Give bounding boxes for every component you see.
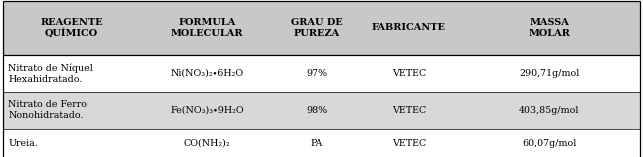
Text: GRAU DE
PUREZA: GRAU DE PUREZA [291,18,343,38]
Bar [3,55,140,92]
Text: Nitrato de Níquel
Hexahidratado.: Nitrato de Níquel Hexahidratado. [8,63,93,84]
Bar [140,55,274,92]
Bar [274,55,359,92]
Bar [274,1,359,55]
Text: 97%: 97% [306,69,327,78]
Text: 290,71g/mol: 290,71g/mol [519,69,579,78]
Text: VETEC: VETEC [392,106,426,115]
Bar [359,55,458,92]
Bar [458,1,640,55]
Text: VETEC: VETEC [392,139,426,148]
Text: FORMULA
MOLECULAR: FORMULA MOLECULAR [170,18,243,38]
Bar [458,55,640,92]
Text: 403,85g/mol: 403,85g/mol [519,106,579,115]
Text: VETEC: VETEC [392,69,426,78]
Text: Nitrato de Ferro
Nonohidratado.: Nitrato de Ferro Nonohidratado. [8,100,87,120]
Bar [140,1,274,55]
Bar [359,129,458,157]
Text: Fe(NO₃)₃∙9H₂O: Fe(NO₃)₃∙9H₂O [170,106,244,115]
Text: 98%: 98% [306,106,327,115]
Text: FABRICANTE: FABRICANTE [372,23,446,32]
Bar [359,92,458,129]
Bar [458,129,640,157]
Text: CO(NH₂)₂: CO(NH₂)₂ [184,139,230,148]
Bar [274,92,359,129]
Bar [140,92,274,129]
Bar [274,129,359,157]
Bar [3,92,140,129]
Text: REAGENTE
QUÍMICO: REAGENTE QUÍMICO [41,18,103,38]
Text: 60,07g/mol: 60,07g/mol [522,139,576,148]
Bar [458,92,640,129]
Text: Ureia.: Ureia. [8,139,38,148]
Bar [359,1,458,55]
Text: Ni(NO₃)₂∙6H₂O: Ni(NO₃)₂∙6H₂O [170,69,244,78]
Text: MASSA
MOLAR: MASSA MOLAR [528,18,570,38]
Bar [140,129,274,157]
Bar [3,1,140,55]
Text: PA: PA [311,139,323,148]
Bar [3,129,140,157]
